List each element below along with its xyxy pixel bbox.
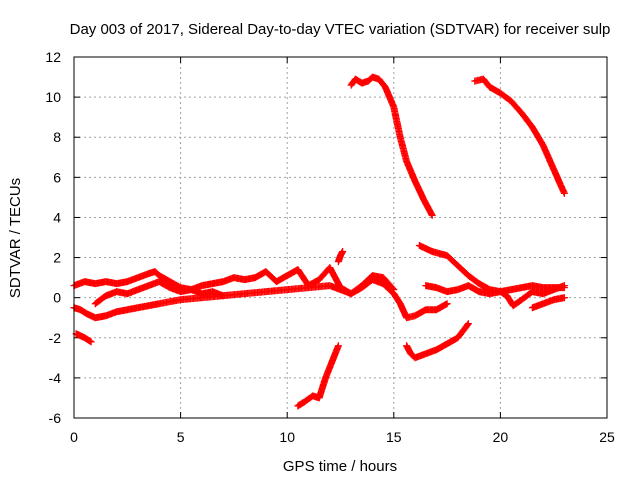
y-tick-label: 6	[53, 169, 61, 185]
x-tick-label: 0	[70, 429, 78, 445]
series-arc-10	[422, 282, 568, 310]
data-marker-path	[422, 282, 568, 310]
data-marker-path	[471, 75, 568, 197]
series-arc-12	[471, 75, 568, 197]
y-tick-label: 2	[53, 250, 61, 266]
data-marker-path	[403, 320, 472, 362]
series-arc-4	[72, 330, 95, 346]
y-tick-label: 8	[53, 129, 61, 145]
series-arc-5	[294, 342, 342, 410]
data-points	[70, 73, 568, 410]
y-tick-label: -4	[49, 370, 62, 386]
data-marker-path	[91, 278, 227, 308]
y-tick-label: -2	[49, 330, 62, 346]
series-arc-7	[347, 73, 436, 219]
y-tick-label: 4	[53, 209, 61, 225]
y-tick-label: -6	[49, 410, 62, 426]
y-axis-label: SDTVAR / TECUs	[7, 178, 24, 298]
y-tick-label: 0	[53, 290, 61, 306]
chart-title: Day 003 of 2017, Sidereal Day-to-day VTE…	[70, 21, 611, 38]
x-tick-label: 15	[386, 429, 402, 445]
y-tick-label: 10	[45, 89, 61, 105]
plot-frame	[73, 56, 608, 419]
data-marker-path	[528, 294, 568, 312]
data-marker-path	[72, 330, 95, 346]
x-tick-label: 10	[279, 429, 295, 445]
x-tick-label: 5	[177, 429, 185, 445]
data-marker-path	[294, 342, 342, 410]
axis-ticks	[73, 56, 608, 419]
data-marker-path	[334, 248, 347, 266]
tick-labels: 0 5 10 15 20 25 -6 -4 -2 0 2 4 6 8 10 12	[45, 49, 615, 445]
x-tick-label: 25	[599, 429, 615, 445]
x-axis-label: GPS time / hours	[283, 458, 397, 475]
series-arc-11	[528, 294, 568, 312]
y-tick-label: 12	[45, 49, 61, 65]
series-arc-3	[91, 278, 227, 308]
series-arc-6	[334, 248, 347, 266]
x-tick-label: 20	[493, 429, 509, 445]
series-arc-8	[403, 320, 472, 362]
data-marker-path	[347, 73, 436, 219]
grid-lines	[74, 57, 607, 418]
